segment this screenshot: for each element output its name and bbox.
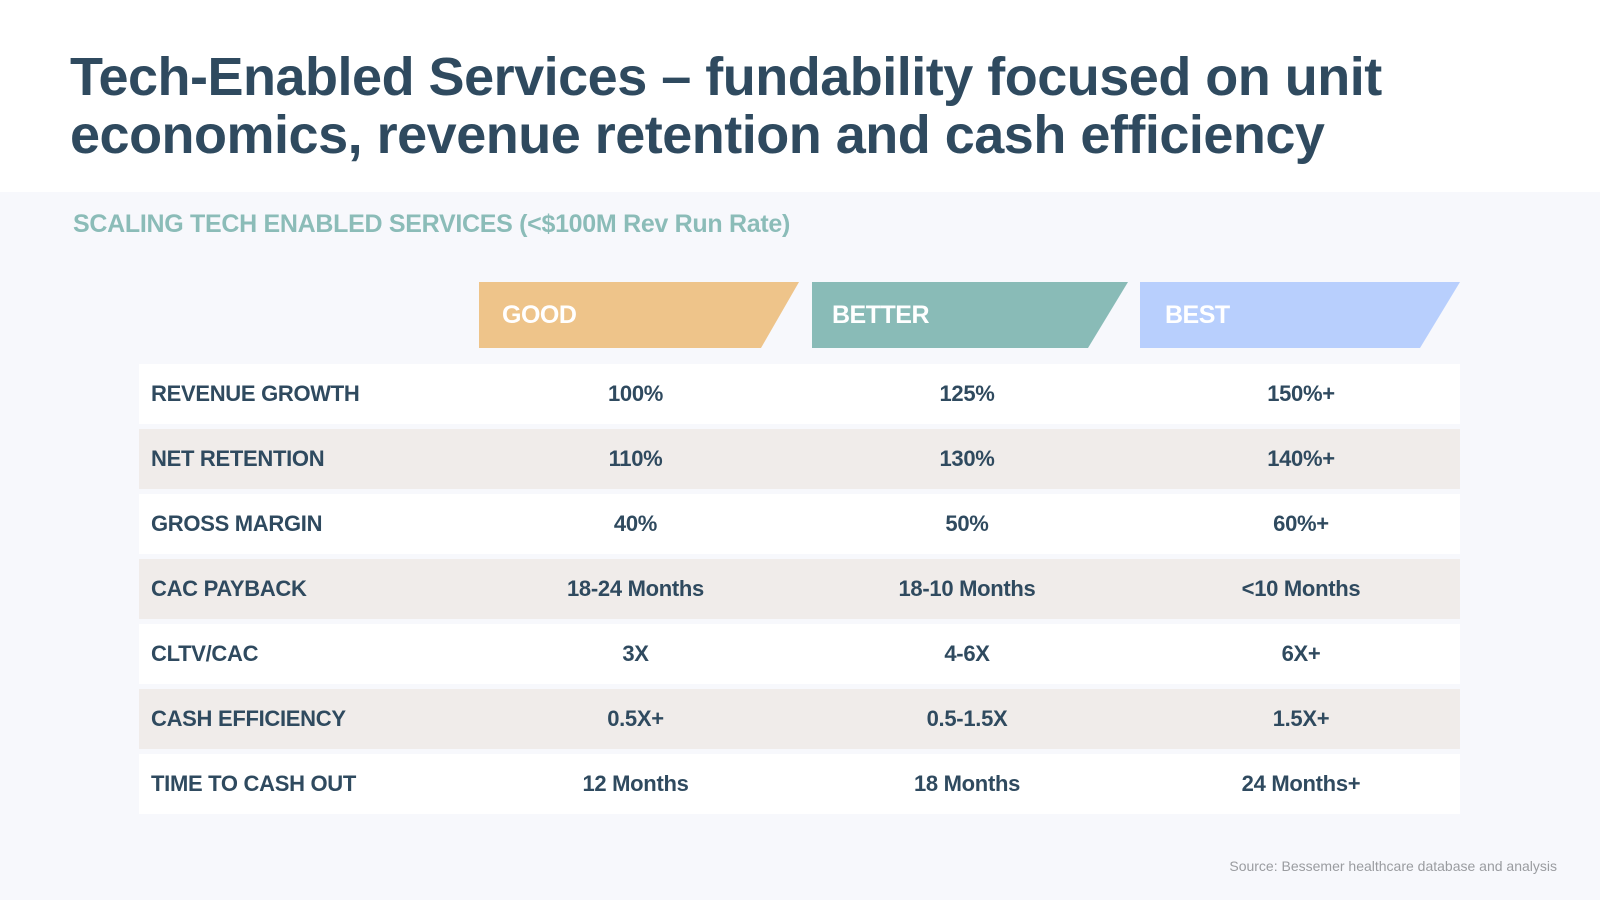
cell-best: 150%+ — [1267, 381, 1335, 406]
cell-good: 40% — [613, 511, 658, 536]
row-label: NET RETENTION — [151, 446, 325, 471]
table-row-net-retention: NET RETENTION 110% 130% 140%+ — [139, 429, 1460, 489]
row-label: CLTV/CAC — [151, 641, 259, 666]
tier-label-better: BETTER — [832, 300, 930, 329]
tier-header-better: BETTER — [812, 282, 1128, 348]
table-row-cash-efficiency: CASH EFFICIENCY 0.5X+ 0.5-1.5X 1.5X+ — [139, 689, 1460, 749]
section-subtitle: SCALING TECH ENABLED SERVICES (<$100M Re… — [73, 210, 791, 238]
cell-good: 0.5X+ — [607, 706, 664, 731]
title-band — [0, 0, 1600, 192]
tier-banner-shape — [479, 282, 799, 348]
row-label: CAC PAYBACK — [151, 576, 307, 601]
tier-label-best: BEST — [1165, 300, 1230, 329]
cell-good: 110% — [608, 446, 663, 471]
row-label: CASH EFFICIENCY — [151, 706, 346, 731]
cell-better: 18 Months — [913, 771, 1021, 796]
cell-better: 50% — [945, 511, 989, 536]
cell-good: 3X — [622, 641, 649, 666]
cell-good: 18-24 Months — [567, 576, 704, 601]
cell-best: <10 Months — [1241, 576, 1361, 601]
cell-best: 60%+ — [1273, 511, 1329, 536]
cell-best: 24 Months+ — [1241, 771, 1361, 796]
tier-label-good: GOOD — [502, 300, 577, 329]
cell-better: 0.5-1.5X — [926, 706, 1008, 731]
tier-header-good: GOOD — [479, 282, 799, 348]
cell-best: 140%+ — [1267, 446, 1335, 471]
metrics-table: REVENUE GROWTH 100% 125% 150%+ NET RETEN… — [139, 364, 1460, 819]
tier-banner-shape — [1140, 282, 1460, 348]
cell-good: 12 Months — [582, 771, 689, 796]
table-row-time-to-cash-out: TIME TO CASH OUT 12 Months 18 Months 24 … — [139, 754, 1460, 814]
cell-good: 100% — [607, 381, 664, 406]
cell-better: 130% — [939, 446, 995, 471]
tier-header-best: BEST — [1140, 282, 1460, 348]
table-row-cltv-cac: CLTV/CAC 3X 4-6X 6X+ — [139, 624, 1460, 684]
source-note: Source: Bessemer healthcare database and… — [1229, 858, 1557, 874]
cell-best: 6X+ — [1281, 641, 1321, 666]
cell-best: 1.5X+ — [1272, 706, 1330, 731]
cell-better: 125% — [939, 381, 995, 406]
tier-banner-shape — [812, 282, 1128, 348]
page-title: Tech-Enabled Services – fundability focu… — [70, 47, 1382, 165]
table-row-gross-margin: GROSS MARGIN 40% 50% 60%+ — [139, 494, 1460, 554]
row-label: GROSS MARGIN — [151, 511, 323, 536]
cell-better: 4-6X — [944, 641, 990, 666]
cell-better: 18-10 Months — [898, 576, 1036, 601]
table-row-revenue-growth: REVENUE GROWTH 100% 125% 150%+ — [139, 364, 1460, 424]
table-row-cac-payback: CAC PAYBACK 18-24 Months 18-10 Months <1… — [139, 559, 1460, 619]
row-label: REVENUE GROWTH — [151, 381, 360, 406]
row-label: TIME TO CASH OUT — [151, 771, 357, 796]
